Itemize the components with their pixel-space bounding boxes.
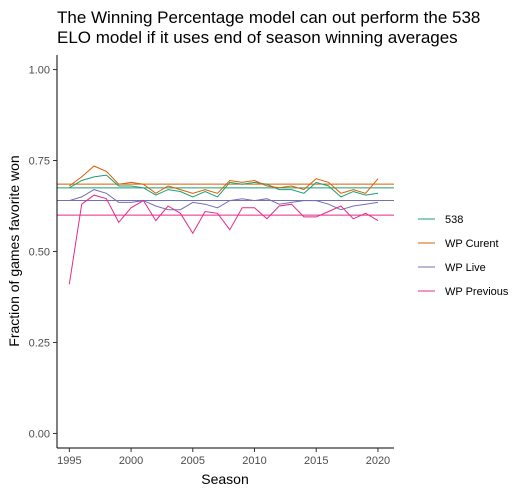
series-line [69, 190, 378, 210]
y-tick-label: 1.00 [29, 65, 50, 77]
x-tick-label: 2005 [181, 455, 205, 467]
x-tick-label: 2010 [242, 455, 266, 467]
y-axis-label: Fraction of games favorite won [6, 155, 22, 346]
y-tick-label: 0.75 [29, 156, 50, 168]
series-line [69, 195, 378, 284]
x-axis-label: Season [201, 471, 248, 487]
legend-label: WP Previous [445, 286, 509, 298]
y-tick-label: 0.00 [29, 428, 50, 440]
mean-lines [57, 184, 394, 215]
series-line [69, 175, 378, 197]
legend: 538 WP Curent WP Live WP Previous [418, 214, 509, 298]
y-axis-ticks: 0.00 0.25 0.50 0.75 1.00 [29, 65, 57, 441]
x-tick-label: 1995 [57, 455, 81, 467]
axes [57, 55, 394, 448]
legend-label: WP Curent [445, 238, 499, 250]
legend-label: 538 [445, 214, 463, 226]
x-tick-label: 2000 [119, 455, 143, 467]
legend-label: WP Live [445, 262, 486, 274]
x-axis-ticks: 1995 2000 2005 2010 2015 2020 [57, 448, 390, 467]
y-tick-label: 0.25 [29, 337, 50, 349]
x-tick-label: 2015 [304, 455, 328, 467]
y-tick-label: 0.50 [29, 247, 50, 259]
x-tick-label: 2020 [366, 455, 390, 467]
